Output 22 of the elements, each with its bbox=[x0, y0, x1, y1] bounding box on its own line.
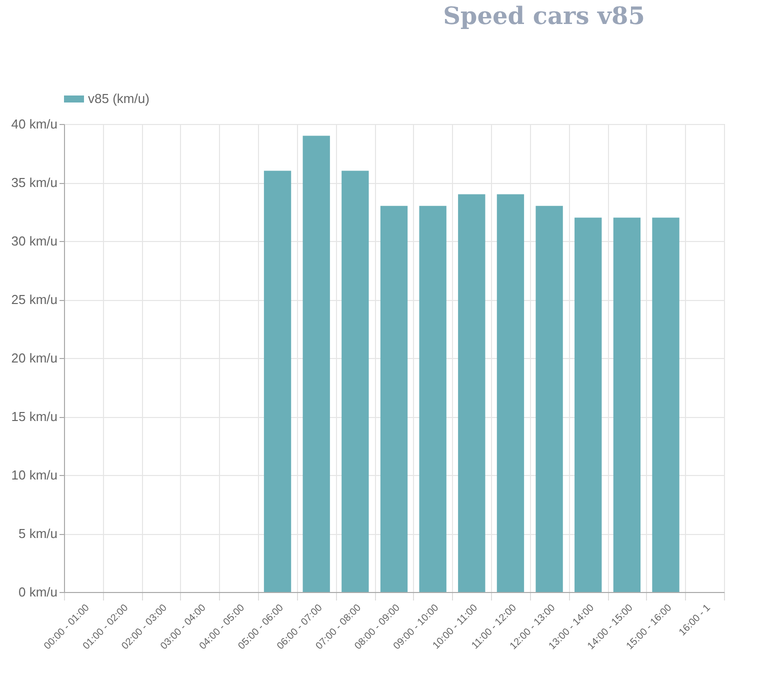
bar bbox=[342, 170, 369, 592]
y-tick-label: 30 km/u bbox=[11, 234, 58, 248]
y-tick-label: 35 km/u bbox=[11, 175, 58, 190]
bar bbox=[302, 136, 330, 592]
y-tick-label: 25 km/u bbox=[11, 292, 58, 307]
y-tick-label: 40 km/u bbox=[11, 116, 58, 132]
bar bbox=[380, 206, 408, 592]
bar bbox=[496, 194, 524, 592]
y-tick-label: 15 km/u bbox=[11, 409, 58, 424]
y-tick-label: 0 km/u bbox=[18, 584, 58, 600]
y-tick-label: 10 km/u bbox=[11, 468, 58, 482]
bar bbox=[613, 218, 641, 592]
y-tick-label: 20 km/u bbox=[11, 350, 58, 366]
bar bbox=[419, 206, 446, 592]
y-tick-label: 5 km/u bbox=[18, 526, 58, 541]
chart-title: Speed cars v85 bbox=[443, 1, 645, 30]
bar bbox=[264, 170, 292, 592]
bar bbox=[458, 194, 486, 592]
bar bbox=[574, 218, 602, 592]
legend-label: v85 (km/u) bbox=[88, 91, 150, 106]
bar bbox=[536, 206, 563, 592]
bar bbox=[652, 218, 680, 592]
